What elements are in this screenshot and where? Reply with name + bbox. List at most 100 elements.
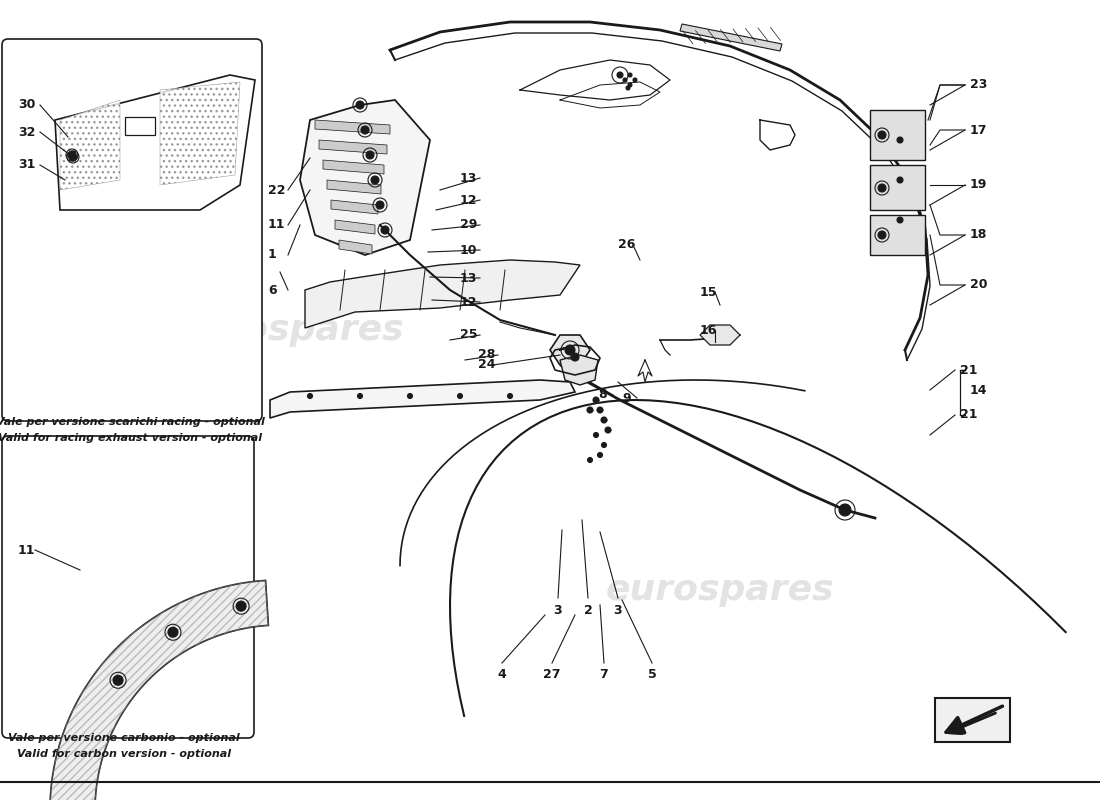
Circle shape xyxy=(458,394,462,398)
Text: 28: 28 xyxy=(478,349,495,362)
Circle shape xyxy=(308,394,312,398)
Text: eurospares: eurospares xyxy=(606,573,834,607)
Circle shape xyxy=(407,394,412,398)
Text: 16: 16 xyxy=(700,323,717,337)
Text: 22: 22 xyxy=(268,183,286,197)
Circle shape xyxy=(565,345,575,355)
Text: Valid for carbon version - optional: Valid for carbon version - optional xyxy=(16,749,231,759)
Polygon shape xyxy=(160,82,240,185)
Circle shape xyxy=(628,83,632,87)
Circle shape xyxy=(593,397,600,403)
Circle shape xyxy=(597,407,603,413)
Circle shape xyxy=(597,453,603,458)
Circle shape xyxy=(356,101,364,109)
Circle shape xyxy=(896,217,903,223)
Circle shape xyxy=(626,86,630,90)
Circle shape xyxy=(571,353,579,361)
Polygon shape xyxy=(327,180,381,194)
Text: 2: 2 xyxy=(584,603,593,617)
Circle shape xyxy=(605,427,610,433)
Text: 1: 1 xyxy=(268,249,277,262)
Text: 12: 12 xyxy=(460,295,477,309)
Circle shape xyxy=(896,177,903,183)
Bar xyxy=(870,165,925,210)
Text: 23: 23 xyxy=(970,78,988,91)
Text: Vale per versione carbonio - optional: Vale per versione carbonio - optional xyxy=(8,733,240,743)
Text: 8: 8 xyxy=(598,389,606,402)
Text: 26: 26 xyxy=(618,238,636,251)
Text: 10: 10 xyxy=(460,243,477,257)
Polygon shape xyxy=(323,160,384,174)
Circle shape xyxy=(587,407,593,413)
Text: 3: 3 xyxy=(614,603,623,617)
Text: 6: 6 xyxy=(268,283,276,297)
Polygon shape xyxy=(270,380,575,418)
Circle shape xyxy=(69,153,77,161)
Bar xyxy=(125,117,155,135)
Circle shape xyxy=(376,201,384,209)
Text: 13: 13 xyxy=(460,171,477,185)
Polygon shape xyxy=(331,200,378,214)
Text: 20: 20 xyxy=(970,278,988,291)
Text: 25: 25 xyxy=(460,329,477,342)
Text: 11: 11 xyxy=(18,543,35,557)
Circle shape xyxy=(236,601,246,611)
Polygon shape xyxy=(339,240,372,254)
Text: 21: 21 xyxy=(960,409,978,422)
Text: 5: 5 xyxy=(648,669,657,682)
Text: Valid for racing exhaust version - optional: Valid for racing exhaust version - optio… xyxy=(0,433,262,443)
Text: 11: 11 xyxy=(268,218,286,231)
Text: eurospares: eurospares xyxy=(176,313,405,347)
Text: 29: 29 xyxy=(460,218,477,231)
Polygon shape xyxy=(319,140,387,154)
Circle shape xyxy=(878,131,886,139)
Circle shape xyxy=(878,231,886,239)
Text: Vale per versione scarichi racing - optional: Vale per versione scarichi racing - opti… xyxy=(0,417,264,427)
Text: 32: 32 xyxy=(18,126,35,138)
Text: 21: 21 xyxy=(960,363,978,377)
Circle shape xyxy=(602,442,606,447)
Circle shape xyxy=(839,504,851,516)
Polygon shape xyxy=(336,220,375,234)
Text: 19: 19 xyxy=(970,178,988,191)
Text: 3: 3 xyxy=(553,603,562,617)
Circle shape xyxy=(366,151,374,159)
Circle shape xyxy=(878,184,886,192)
Polygon shape xyxy=(550,335,590,370)
FancyBboxPatch shape xyxy=(935,698,1010,742)
Circle shape xyxy=(587,458,593,462)
Text: 24: 24 xyxy=(478,358,495,371)
Circle shape xyxy=(381,226,389,234)
FancyBboxPatch shape xyxy=(2,436,254,738)
Polygon shape xyxy=(50,581,268,800)
Text: 18: 18 xyxy=(970,229,988,242)
Circle shape xyxy=(371,176,380,184)
Polygon shape xyxy=(680,24,782,51)
Bar xyxy=(870,215,925,255)
Text: 15: 15 xyxy=(700,286,717,298)
Circle shape xyxy=(896,137,903,143)
Circle shape xyxy=(168,627,178,638)
Circle shape xyxy=(617,72,623,78)
Text: 12: 12 xyxy=(460,194,477,206)
Circle shape xyxy=(361,126,368,134)
Circle shape xyxy=(68,151,76,159)
Polygon shape xyxy=(700,325,740,345)
Text: 4: 4 xyxy=(497,669,506,682)
Text: 17: 17 xyxy=(970,123,988,137)
Polygon shape xyxy=(60,100,120,190)
Text: 14: 14 xyxy=(970,383,988,397)
Text: 27: 27 xyxy=(543,669,561,682)
Polygon shape xyxy=(300,100,430,255)
Text: 31: 31 xyxy=(18,158,35,171)
Text: 30: 30 xyxy=(18,98,35,111)
Text: 13: 13 xyxy=(460,271,477,285)
Circle shape xyxy=(507,394,513,398)
Text: 9: 9 xyxy=(621,391,630,405)
Circle shape xyxy=(601,417,607,423)
Polygon shape xyxy=(305,260,580,328)
Circle shape xyxy=(594,433,598,438)
Polygon shape xyxy=(315,120,390,134)
Circle shape xyxy=(628,73,632,77)
Circle shape xyxy=(113,675,123,686)
